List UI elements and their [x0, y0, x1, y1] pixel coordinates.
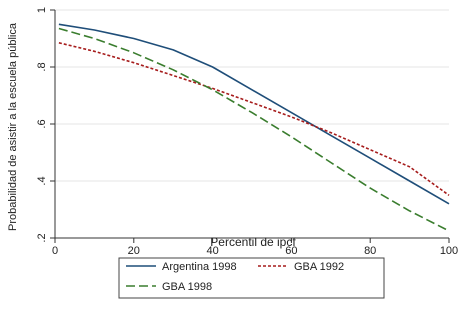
- legend-label-2: GBA 1992: [294, 261, 344, 273]
- x-axis-label: Percentil de ipcf: [210, 235, 296, 249]
- x-tick-label: 60: [285, 245, 297, 257]
- series-layer: [58, 23, 450, 232]
- x-tick-label: 0: [52, 245, 58, 257]
- x-tick-label: 80: [364, 245, 376, 257]
- series-line-1: [58, 23, 450, 205]
- y-tick-label: 1: [36, 7, 48, 13]
- y-tick-label: .8: [36, 62, 48, 71]
- y-tick-label: .2: [36, 233, 48, 242]
- x-tick-label: 20: [128, 245, 140, 257]
- series-line-3: [58, 27, 450, 232]
- y-tick-label: .6: [36, 119, 48, 128]
- series-line-2: [58, 42, 450, 196]
- grid-layer: [55, 9, 449, 239]
- legend: Argentina 1998 GBA 1992 GBA 1998: [118, 257, 385, 299]
- legend-label-1: Argentina 1998: [162, 261, 237, 273]
- x-tick-label: 40: [206, 245, 218, 257]
- axes-layer: 0 20 40 60 80 100 .2 .4 .6 .8 1: [36, 7, 458, 257]
- x-tick-label: 100: [440, 245, 458, 257]
- legend-label-3: GBA 1998: [162, 281, 212, 293]
- y-axis-label: Probabilidad de asistir a la escuela púb…: [7, 22, 19, 231]
- legend-box: [118, 257, 385, 299]
- y-tick-label: .4: [36, 176, 48, 185]
